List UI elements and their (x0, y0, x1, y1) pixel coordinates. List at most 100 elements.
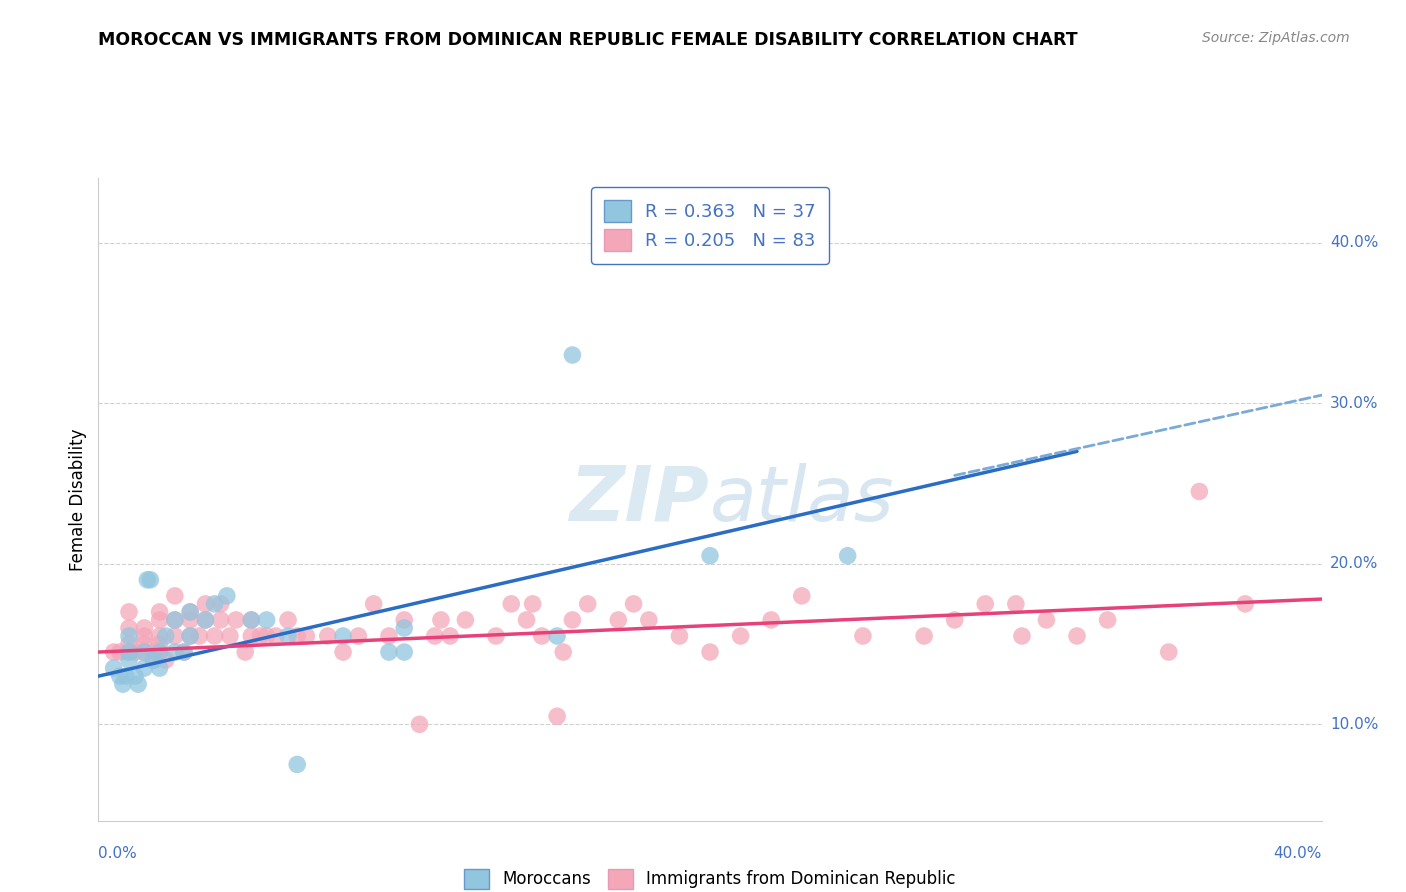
Point (219, 629, 242, 643)
Point (553, 645, 575, 659)
Text: 40.0%: 40.0% (1330, 235, 1378, 250)
Point (561, 348, 583, 362)
Point (240, 629, 263, 643)
Point (179, 605, 201, 619)
Point (142, 653, 165, 667)
Point (561, 613, 583, 627)
Point (209, 597, 232, 611)
Point (124, 669, 146, 683)
Point (149, 645, 172, 659)
Point (1234, 597, 1257, 611)
Point (332, 629, 354, 643)
Point (485, 629, 508, 643)
Point (1066, 629, 1088, 643)
Point (118, 637, 141, 651)
Point (699, 645, 721, 659)
Point (149, 645, 172, 659)
Point (759, 613, 782, 627)
Point (1097, 613, 1119, 627)
Point (392, 645, 416, 659)
Point (974, 597, 997, 611)
Point (1188, 484, 1211, 499)
Point (103, 661, 125, 675)
Point (423, 629, 446, 643)
Point (516, 613, 538, 627)
Point (103, 645, 125, 659)
Point (530, 629, 553, 643)
Point (194, 613, 217, 627)
Point (173, 645, 195, 659)
Point (1157, 645, 1180, 659)
Point (118, 605, 141, 619)
Text: 40.0%: 40.0% (1274, 846, 1322, 861)
Point (149, 605, 172, 619)
Point (179, 629, 201, 643)
Point (215, 589, 238, 603)
Point (134, 621, 156, 635)
Text: atlas: atlas (710, 463, 894, 536)
Point (142, 645, 165, 659)
Point (576, 597, 599, 611)
Text: 30.0%: 30.0% (1330, 396, 1378, 410)
Point (392, 613, 416, 627)
Point (240, 613, 263, 627)
Point (149, 613, 172, 627)
Text: 10.0%: 10.0% (1330, 717, 1378, 731)
Point (111, 677, 134, 691)
Point (943, 613, 966, 627)
Point (378, 645, 401, 659)
Point (668, 629, 690, 643)
Point (155, 653, 177, 667)
Legend: Moroccans, Immigrants from Dominican Republic: Moroccans, Immigrants from Dominican Rep… (457, 863, 963, 892)
Point (136, 573, 159, 587)
Point (256, 629, 278, 643)
Point (149, 637, 172, 651)
Point (295, 629, 318, 643)
Point (332, 645, 354, 659)
Point (194, 597, 217, 611)
Point (285, 629, 308, 643)
Point (730, 629, 752, 643)
Point (837, 549, 859, 563)
Y-axis label: Female Disability: Female Disability (69, 428, 87, 571)
Point (454, 613, 477, 627)
Point (623, 597, 645, 611)
Point (790, 589, 813, 603)
Point (316, 629, 339, 643)
Point (277, 613, 299, 627)
Point (699, 549, 721, 563)
Point (142, 653, 165, 667)
Point (392, 621, 416, 635)
Text: 20.0%: 20.0% (1330, 557, 1378, 571)
Point (149, 661, 172, 675)
Point (134, 645, 156, 659)
Point (204, 597, 226, 611)
Point (204, 629, 226, 643)
Text: 0.0%: 0.0% (98, 846, 138, 861)
Point (264, 629, 287, 643)
Point (852, 629, 875, 643)
Point (233, 645, 256, 659)
Point (408, 717, 430, 731)
Point (115, 669, 138, 683)
Point (118, 645, 141, 659)
Point (134, 629, 156, 643)
Point (1004, 597, 1026, 611)
Point (378, 629, 401, 643)
Point (188, 629, 211, 643)
Point (124, 645, 146, 659)
Point (1035, 613, 1057, 627)
Point (134, 661, 156, 675)
Point (522, 597, 544, 611)
Point (118, 621, 141, 635)
Point (179, 629, 201, 643)
Point (163, 629, 186, 643)
Point (439, 629, 461, 643)
Point (108, 645, 131, 659)
Point (163, 613, 186, 627)
Point (149, 629, 172, 643)
Text: ZIP: ZIP (571, 463, 710, 536)
Text: MOROCCAN VS IMMIGRANTS FROM DOMINICAN REPUBLIC FEMALE DISABILITY CORRELATION CHA: MOROCCAN VS IMMIGRANTS FROM DOMINICAN RE… (98, 31, 1078, 49)
Point (163, 589, 186, 603)
Point (194, 613, 217, 627)
